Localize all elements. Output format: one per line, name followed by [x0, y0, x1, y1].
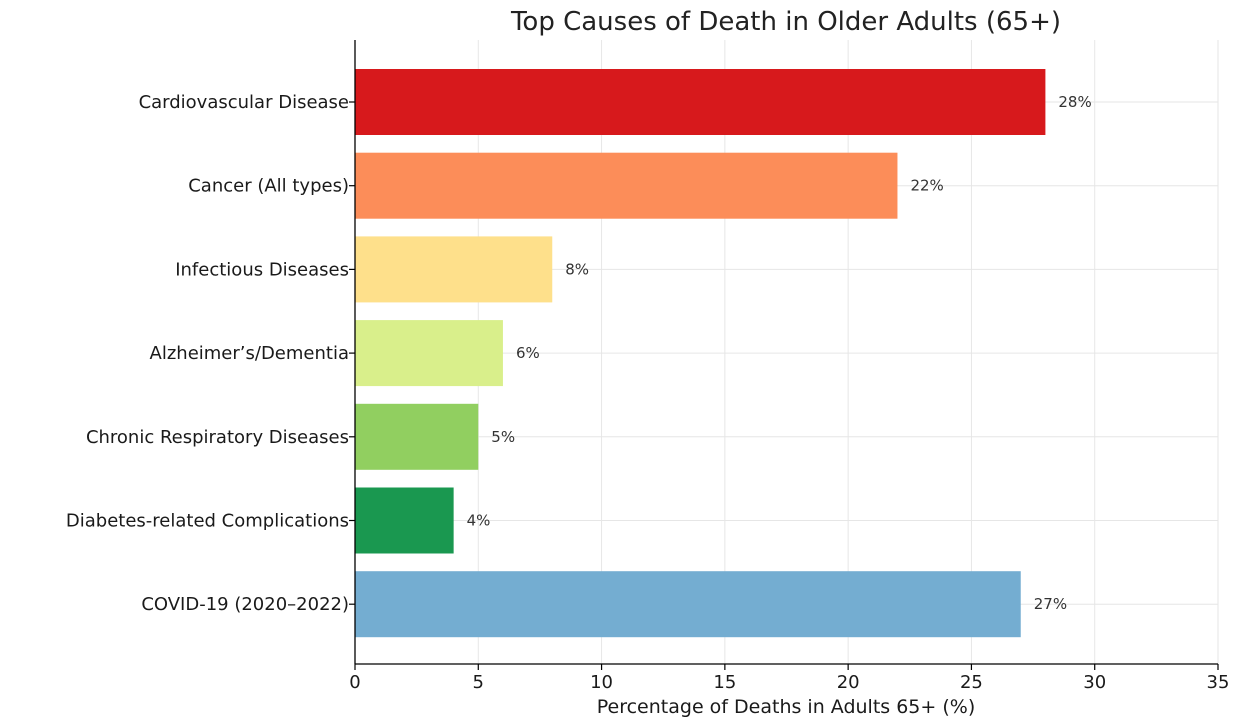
bar: [355, 487, 454, 554]
x-tick-label: 5: [473, 672, 484, 693]
bar: [355, 320, 503, 387]
category-label: COVID-19 (2020–2022): [141, 594, 349, 615]
bar: [355, 403, 479, 470]
bar: [355, 571, 1021, 638]
x-tick-label: 30: [1083, 672, 1106, 693]
x-tick-label: 15: [713, 672, 736, 693]
bar: [355, 236, 553, 303]
x-tick-label: 35: [1207, 672, 1230, 693]
category-label: Infectious Diseases: [175, 259, 349, 280]
category-label: Diabetes-related Complications: [66, 511, 349, 532]
x-tick-label: 10: [590, 672, 613, 693]
bar-layer: [355, 69, 1046, 638]
x-tick-label: 20: [837, 672, 860, 693]
value-label: 22%: [910, 177, 943, 195]
category-label: Cancer (All types): [188, 176, 349, 197]
value-label: 4%: [467, 512, 491, 530]
value-label: 5%: [491, 428, 515, 446]
category-label: Chronic Respiratory Diseases: [86, 427, 349, 448]
x-tick-label: 25: [960, 672, 983, 693]
chart-title: Top Causes of Death in Older Adults (65+…: [510, 7, 1061, 37]
bar: [355, 69, 1046, 135]
x-tick-label: 0: [349, 672, 360, 693]
axis-layer: [349, 40, 1219, 670]
value-label: 6%: [516, 344, 540, 362]
value-label: 8%: [565, 260, 589, 278]
category-label: Alzheimer’s/Dementia: [150, 343, 349, 364]
value-label: 27%: [1034, 595, 1067, 613]
label-layer: 0 5 10 15 20 25 30 35 Cardiovascular Disease 28% C…: [66, 92, 1230, 693]
category-label: Cardiovascular Disease: [139, 92, 349, 113]
x-axis-label: Percentage of Deaths in Adults 65+ (%): [597, 696, 975, 718]
value-label: 28%: [1058, 93, 1091, 111]
bar: [355, 152, 898, 219]
